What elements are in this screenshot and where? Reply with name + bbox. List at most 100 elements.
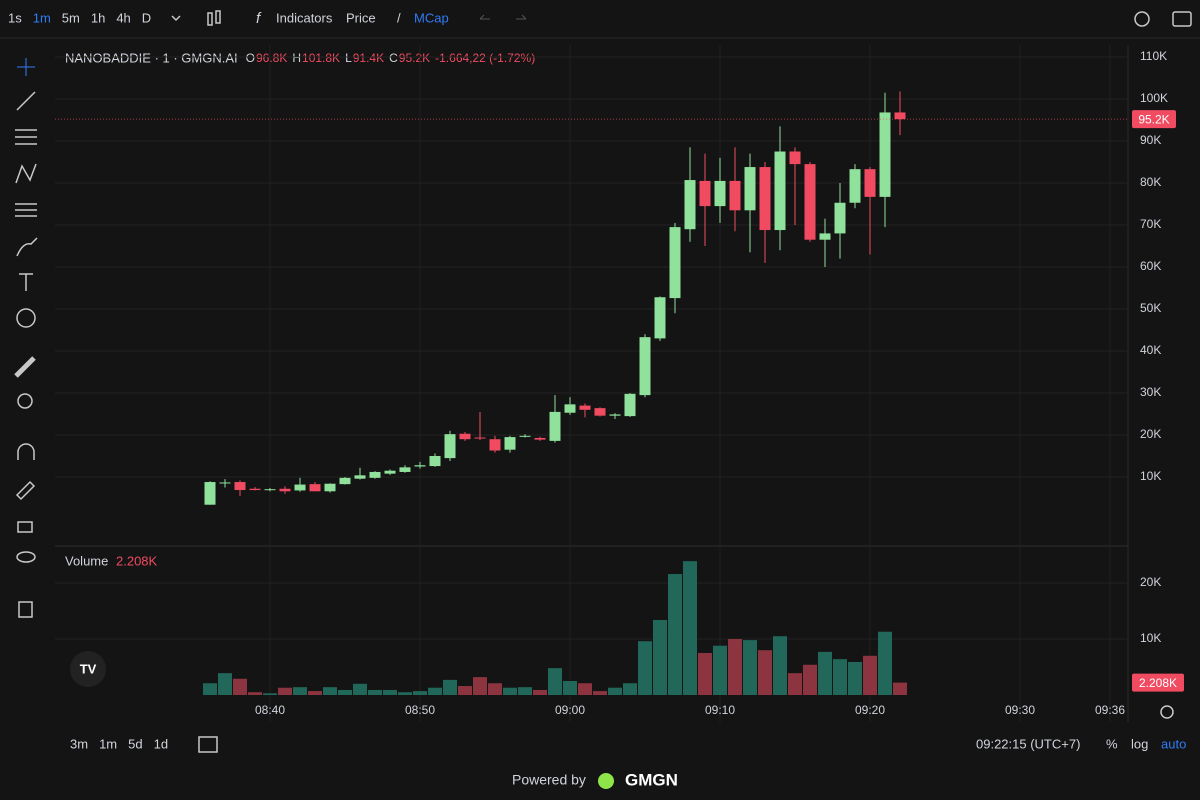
camera-icon[interactable] (1172, 11, 1192, 27)
ruler-tool[interactable] (14, 356, 36, 378)
lock-tool[interactable] (17, 521, 33, 533)
candle-body (849, 169, 861, 203)
candle-body (414, 465, 426, 467)
candle-body (429, 456, 441, 467)
candle-body (639, 337, 651, 396)
last-price-badge (1132, 110, 1176, 129)
y-tick-label: 80K (1140, 175, 1161, 189)
volume-bar (817, 651, 832, 695)
separator: / (397, 10, 401, 25)
fx-icon[interactable]: f (256, 10, 262, 27)
volume-bar (472, 677, 487, 695)
undo-redo[interactable] (479, 14, 527, 20)
candle-body (324, 483, 336, 492)
candle-body (564, 404, 576, 413)
candle-body (504, 437, 516, 450)
powered-by: Powered by (512, 772, 586, 788)
tv-logo[interactable] (70, 651, 106, 687)
volume-bar (757, 650, 772, 695)
brush-tool[interactable] (16, 237, 38, 257)
price-toggle[interactable]: Price (346, 10, 376, 25)
volume-bar (622, 683, 637, 695)
candle-body (384, 470, 396, 474)
legend-value: 91.4K (353, 51, 384, 65)
dropdown-icon[interactable] (171, 15, 181, 22)
range-button[interactable]: 1d (154, 736, 168, 751)
volume-bar (202, 683, 217, 695)
volume-bar (607, 687, 622, 695)
magnet-tool[interactable] (17, 443, 35, 460)
x-tick-label: 08:50 (405, 703, 435, 717)
emoji-tool[interactable] (16, 308, 36, 328)
candle-body (894, 112, 906, 120)
line-tool[interactable] (16, 91, 36, 111)
x-tick-label: 09:10 (705, 703, 735, 717)
settings-icon[interactable] (1134, 11, 1150, 27)
left-toolbar (14, 58, 38, 618)
volume-bar (727, 639, 742, 695)
interval-button[interactable]: 1s (8, 10, 22, 25)
candle-body (369, 471, 381, 478)
y-tick-label: 90K (1140, 133, 1161, 147)
volume-bar (367, 689, 382, 695)
text-tool[interactable] (19, 273, 33, 291)
lock-draw-tool[interactable] (15, 480, 36, 501)
axis-settings[interactable] (1160, 705, 1174, 719)
visibility-tool[interactable] (16, 551, 36, 563)
mcap-toggle[interactable]: MCap (414, 10, 449, 25)
crosshair-tool[interactable] (17, 58, 35, 76)
log-toggle[interactable]: log (1131, 736, 1148, 751)
zoom-tool[interactable] (17, 393, 33, 409)
volume-bar (637, 641, 652, 695)
volume-bar (307, 691, 322, 695)
volume-bar (382, 689, 397, 695)
interval-button[interactable]: 1h (91, 10, 105, 25)
volume-bar (847, 661, 862, 695)
last-volume-label: 2.208K (1139, 676, 1177, 690)
candle-body (879, 112, 891, 197)
range-button[interactable]: 5d (128, 736, 142, 751)
candle-body (279, 488, 291, 492)
lines-tool[interactable] (15, 129, 37, 145)
tv-logo-mark: TV (80, 661, 97, 676)
candle-body (249, 488, 261, 491)
range-button[interactable]: 1m (99, 736, 117, 751)
volume-title: Volume (65, 553, 108, 568)
fib-tool[interactable] (15, 203, 37, 217)
pattern-tool[interactable] (15, 163, 37, 184)
candle-type-icon[interactable] (207, 10, 221, 26)
volume-bar (742, 640, 757, 695)
last-price-label: 95.2K (1138, 112, 1169, 126)
y-tick-label: 20K (1140, 427, 1161, 441)
candle-body (789, 151, 801, 165)
candle-body (474, 437, 486, 439)
auto-toggle[interactable]: auto (1161, 736, 1186, 751)
volume-bar (277, 687, 292, 695)
brand: GMGN (625, 770, 678, 789)
interval-button[interactable]: 5m (62, 10, 80, 25)
volume-bar (322, 687, 337, 695)
candle-body (354, 475, 366, 479)
interval-button[interactable]: 4h (116, 10, 130, 25)
delete-tool[interactable] (18, 601, 33, 618)
interval-button[interactable]: 1m (33, 10, 51, 25)
date-range-icon[interactable] (198, 736, 218, 753)
volume-bar (352, 683, 367, 695)
y-tick-label: 70K (1140, 217, 1161, 231)
indicators-button[interactable]: Indicators (276, 10, 333, 25)
volume-bar (262, 693, 277, 695)
legend-key: C (389, 51, 398, 65)
volume-bar (547, 668, 562, 695)
percent-toggle[interactable]: % (1106, 736, 1118, 751)
candle-body (819, 233, 831, 240)
legend-value: 95.2K (399, 51, 430, 65)
candle-body (534, 437, 546, 440)
candle-body (219, 482, 231, 484)
range-button[interactable]: 3m (70, 736, 88, 751)
volume-bar (562, 681, 577, 695)
volume-bar (397, 692, 412, 695)
candle-body (549, 411, 561, 441)
interval-button[interactable]: D (142, 10, 151, 25)
y-tick-label: 10K (1140, 469, 1161, 483)
